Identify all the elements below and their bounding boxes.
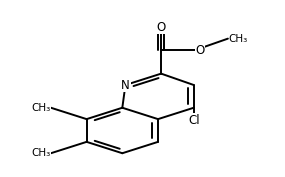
Text: O: O — [195, 44, 205, 56]
Text: CH₃: CH₃ — [32, 148, 51, 158]
Text: CH₃: CH₃ — [228, 34, 247, 44]
Text: Cl: Cl — [188, 114, 199, 127]
Text: O: O — [156, 21, 166, 34]
Text: N: N — [121, 79, 130, 92]
Text: CH₃: CH₃ — [32, 103, 51, 113]
